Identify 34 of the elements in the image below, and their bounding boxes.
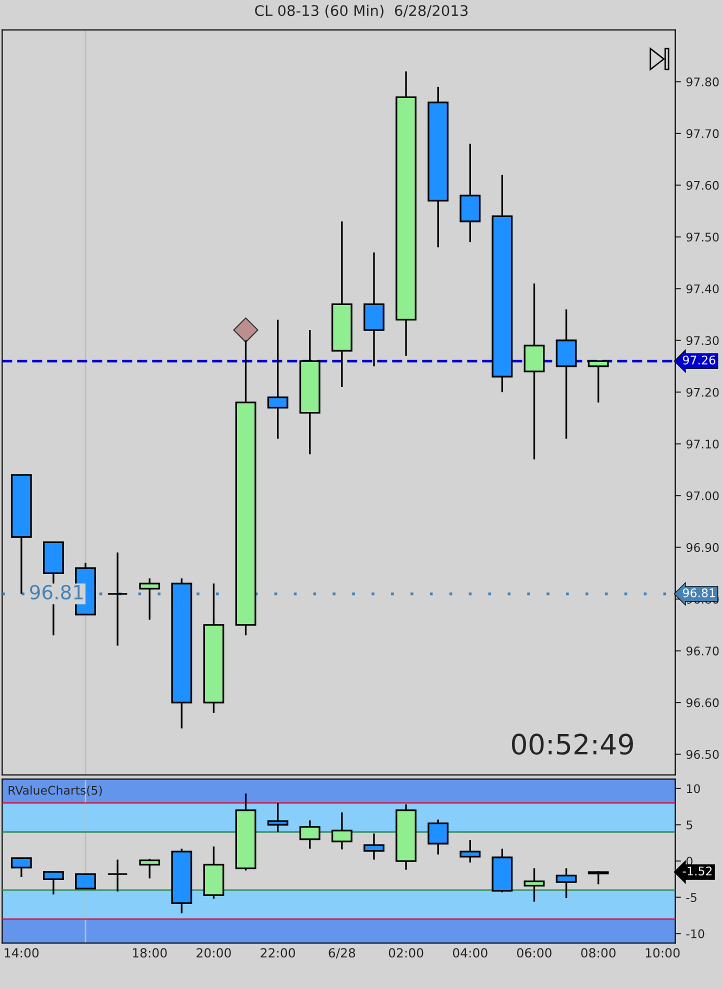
y-tick-label: 96.90 — [686, 543, 719, 552]
text: RValueCharts(5) — [8, 786, 102, 796]
y-tick-label: 97.40 — [686, 284, 719, 294]
y-tick-label: 97.60 — [686, 180, 719, 190]
y-tick-label: 96.70 — [686, 646, 719, 656]
x-tick-label: 22:00 — [260, 948, 296, 958]
x-tick-label: 06:00 — [517, 948, 552, 958]
x-tick-label: 04:00 — [452, 948, 488, 958]
x-tick-label: 18:00 — [132, 948, 167, 958]
x-tick-label: 14:00 — [4, 948, 39, 958]
y-tick-label: 97.70 — [686, 129, 719, 138]
y-tick-label: 97.30 — [686, 336, 719, 346]
annotation: 96.81 — [30, 584, 83, 600]
ref-line-label: 97.26 — [682, 356, 716, 365]
ref-line-label: 96.81 — [682, 588, 715, 598]
x-tick-label: 6/28 — [328, 948, 356, 959]
x-tick-label: 08:00 — [581, 948, 616, 958]
y-tick-label: 96.60 — [686, 698, 719, 708]
y-tick-label: -5 — [686, 893, 696, 902]
chart-title: CL 08-13 (60 Min) 6/28/2013 — [255, 4, 468, 18]
y-tick-label: 10 — [686, 784, 700, 794]
y-tick-label: 97.80 — [686, 77, 719, 86]
y-tick-label: -10 — [686, 929, 704, 938]
y-tick-label: 97.00 — [686, 491, 719, 500]
y-tick-label: 97.20 — [686, 388, 719, 397]
y-tick-label: 97.50 — [686, 232, 719, 242]
x-tick-label: 02:00 — [388, 948, 424, 958]
text: -1.52 — [682, 866, 712, 876]
y-tick-label: 5 — [686, 820, 692, 830]
x-tick-label: 10:00 — [646, 948, 680, 958]
annotation: 00:52:49 — [512, 734, 633, 755]
y-tick-label: 97.10 — [686, 440, 719, 449]
x-tick-label: 20:00 — [196, 948, 231, 958]
y-tick-label: 96.50 — [686, 750, 719, 759]
